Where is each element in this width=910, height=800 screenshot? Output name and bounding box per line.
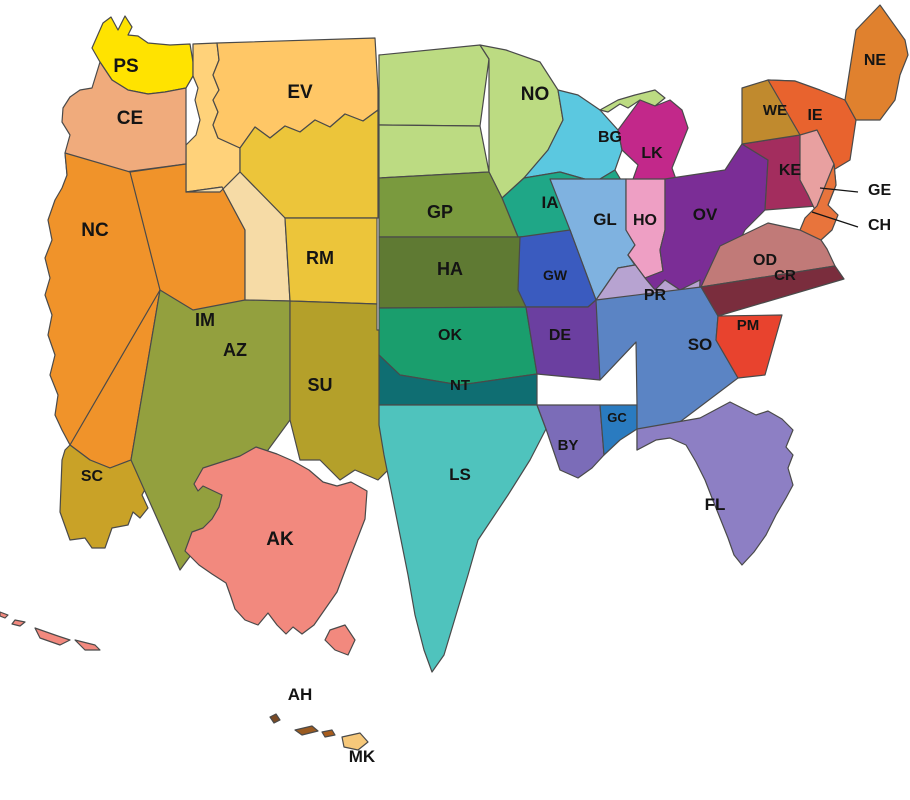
svg-text:OK: OK xyxy=(438,327,462,344)
svg-text:MK: MK xyxy=(349,747,376,766)
svg-text:SC: SC xyxy=(81,468,104,485)
svg-text:HA: HA xyxy=(437,259,463,279)
svg-text:CE: CE xyxy=(117,108,143,129)
svg-text:KE: KE xyxy=(779,162,802,179)
svg-text:BY: BY xyxy=(558,437,579,454)
svg-text:AZ: AZ xyxy=(223,340,247,360)
svg-text:HO: HO xyxy=(633,212,657,229)
svg-text:NE: NE xyxy=(864,52,887,69)
svg-text:GL: GL xyxy=(593,210,617,229)
svg-text:SO: SO xyxy=(688,335,713,354)
svg-text:NO: NO xyxy=(521,84,550,105)
svg-text:GE: GE xyxy=(868,182,891,199)
svg-text:GW: GW xyxy=(543,267,568,283)
svg-text:IE: IE xyxy=(807,107,822,124)
svg-text:IA: IA xyxy=(542,193,559,212)
svg-text:PM: PM xyxy=(737,317,760,334)
svg-text:LK: LK xyxy=(641,145,663,162)
svg-text:PR: PR xyxy=(644,287,667,304)
svg-text:RM: RM xyxy=(306,248,334,268)
svg-text:CH: CH xyxy=(868,217,891,234)
svg-text:IM: IM xyxy=(195,310,215,330)
svg-text:AK: AK xyxy=(266,529,294,550)
svg-text:EV: EV xyxy=(287,82,313,103)
svg-text:FL: FL xyxy=(705,495,726,514)
svg-text:AH: AH xyxy=(288,685,313,704)
svg-text:GP: GP xyxy=(427,202,453,222)
svg-text:PS: PS xyxy=(113,56,138,77)
svg-text:NC: NC xyxy=(81,220,109,241)
svg-text:LS: LS xyxy=(449,465,471,484)
svg-text:NT: NT xyxy=(450,377,470,394)
svg-text:OV: OV xyxy=(693,205,718,224)
svg-text:CR: CR xyxy=(774,267,796,284)
svg-text:OD: OD xyxy=(753,252,777,269)
svg-text:BG: BG xyxy=(598,129,622,146)
svg-text:DE: DE xyxy=(549,327,572,344)
svg-text:SU: SU xyxy=(307,375,332,395)
svg-text:WE: WE xyxy=(763,102,787,119)
svg-text:GC: GC xyxy=(607,410,627,425)
